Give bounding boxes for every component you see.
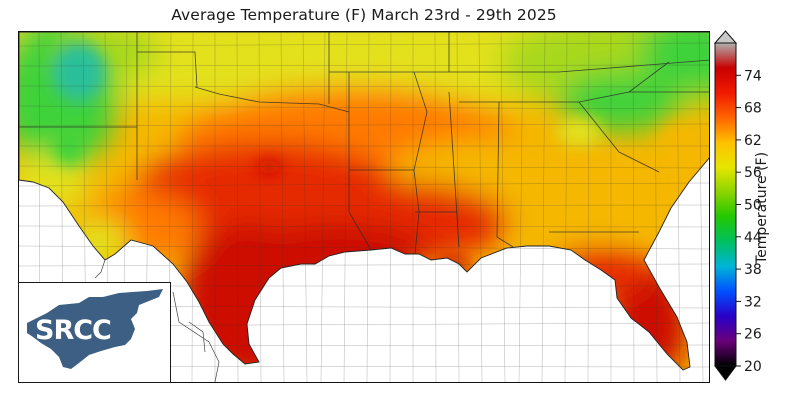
srcc-logo-box: SRCC — [18, 282, 171, 383]
srcc-logo: SRCC — [27, 289, 163, 369]
colorbar-ticks: 20 26 32 38 44 50 56 62 68 74 — [736, 68, 762, 375]
colorbar-max-arrow — [713, 30, 738, 44]
map-title: Average Temperature (F) March 23rd - 29t… — [171, 6, 557, 24]
colorbar-tick-label: 32 — [744, 294, 762, 310]
srcc-region-silhouette — [27, 289, 163, 369]
colorbar-tick-label: 44 — [744, 230, 762, 246]
colorbar-tick-label: 74 — [744, 68, 762, 84]
colorbar-tick-label: 20 — [744, 359, 762, 375]
colorbar-tick-label: 56 — [744, 165, 762, 181]
colorbar: 20 26 32 38 44 50 56 62 68 74 — [712, 30, 800, 385]
srcc-logo-text: SRCC — [35, 315, 111, 346]
colorbar-gradient — [714, 42, 737, 367]
colorbar-scale: 20 26 32 38 44 50 56 62 68 74 — [713, 30, 762, 381]
colorbar-tick-label: 62 — [744, 133, 762, 149]
colorbar-tick-label: 26 — [744, 327, 762, 343]
colorbar-axis-label: Temperature (F) — [754, 151, 770, 265]
county-lines — [19, 32, 709, 382]
colorbar-tick-label: 38 — [744, 262, 762, 278]
colorbar-min-arrow — [714, 365, 737, 381]
colorbar-tick-label: 50 — [744, 198, 762, 214]
state-borders — [19, 32, 709, 255]
colorbar-tick-label: 68 — [744, 101, 762, 117]
mexico-border — [94, 259, 220, 382]
